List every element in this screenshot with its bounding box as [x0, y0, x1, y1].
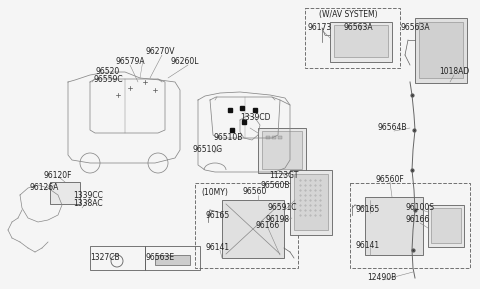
Bar — [50, 182, 80, 204]
Text: 96560B: 96560B — [260, 181, 290, 190]
Text: 96510B: 96510B — [213, 134, 243, 142]
Text: 1339CC: 1339CC — [73, 190, 103, 199]
Text: 96141: 96141 — [206, 244, 230, 253]
Text: 96563E: 96563E — [145, 253, 175, 262]
Bar — [305, 8, 400, 68]
Text: 96120F: 96120F — [44, 171, 72, 179]
Text: 96559C: 96559C — [93, 75, 123, 84]
Text: 96579A: 96579A — [115, 58, 145, 66]
Text: 96560: 96560 — [243, 188, 267, 197]
Text: 96591C: 96591C — [267, 203, 297, 212]
Text: (10MY): (10MY) — [202, 188, 228, 197]
Bar — [90, 246, 145, 270]
Bar — [334, 25, 388, 57]
Text: 1338AC: 1338AC — [73, 199, 103, 208]
Text: 96560F: 96560F — [376, 175, 404, 184]
Bar — [195, 183, 298, 268]
Text: 96270V: 96270V — [145, 47, 175, 57]
Text: 96126A: 96126A — [29, 184, 59, 192]
Text: 96166: 96166 — [406, 216, 430, 225]
Text: 1327CB: 1327CB — [90, 253, 120, 262]
Text: 1123GT: 1123GT — [269, 171, 299, 179]
Text: 96564B: 96564B — [377, 123, 407, 132]
Bar — [350, 183, 470, 268]
Bar — [431, 208, 461, 243]
Bar — [272, 136, 276, 139]
Text: 96173: 96173 — [308, 23, 332, 32]
Text: 96141: 96141 — [356, 240, 380, 249]
Bar — [155, 255, 190, 265]
Text: 1339CD: 1339CD — [240, 114, 270, 123]
Bar — [419, 22, 463, 78]
Bar — [266, 136, 270, 139]
Text: 96563A: 96563A — [343, 23, 373, 32]
Bar — [262, 131, 302, 169]
Text: 1018AD: 1018AD — [439, 68, 469, 77]
Text: 12490B: 12490B — [367, 273, 396, 283]
Text: 96165: 96165 — [356, 205, 380, 214]
Bar — [415, 18, 467, 83]
Text: 96520: 96520 — [96, 68, 120, 77]
Text: 96166: 96166 — [256, 221, 280, 229]
Bar — [290, 170, 332, 235]
Bar — [258, 128, 306, 173]
Text: 96563A: 96563A — [400, 23, 430, 32]
Bar — [365, 197, 423, 255]
Text: 96510G: 96510G — [193, 145, 223, 155]
Text: 96260L: 96260L — [171, 58, 199, 66]
Bar — [330, 22, 392, 62]
Text: 96100S: 96100S — [406, 203, 434, 212]
Text: 96165: 96165 — [206, 210, 230, 220]
Bar — [278, 136, 282, 139]
Text: (W/AV SYSTEM): (W/AV SYSTEM) — [319, 10, 377, 19]
Bar — [222, 200, 284, 258]
Bar — [428, 205, 464, 247]
Bar — [145, 246, 200, 270]
Text: 96198: 96198 — [266, 216, 290, 225]
Bar — [294, 174, 328, 230]
